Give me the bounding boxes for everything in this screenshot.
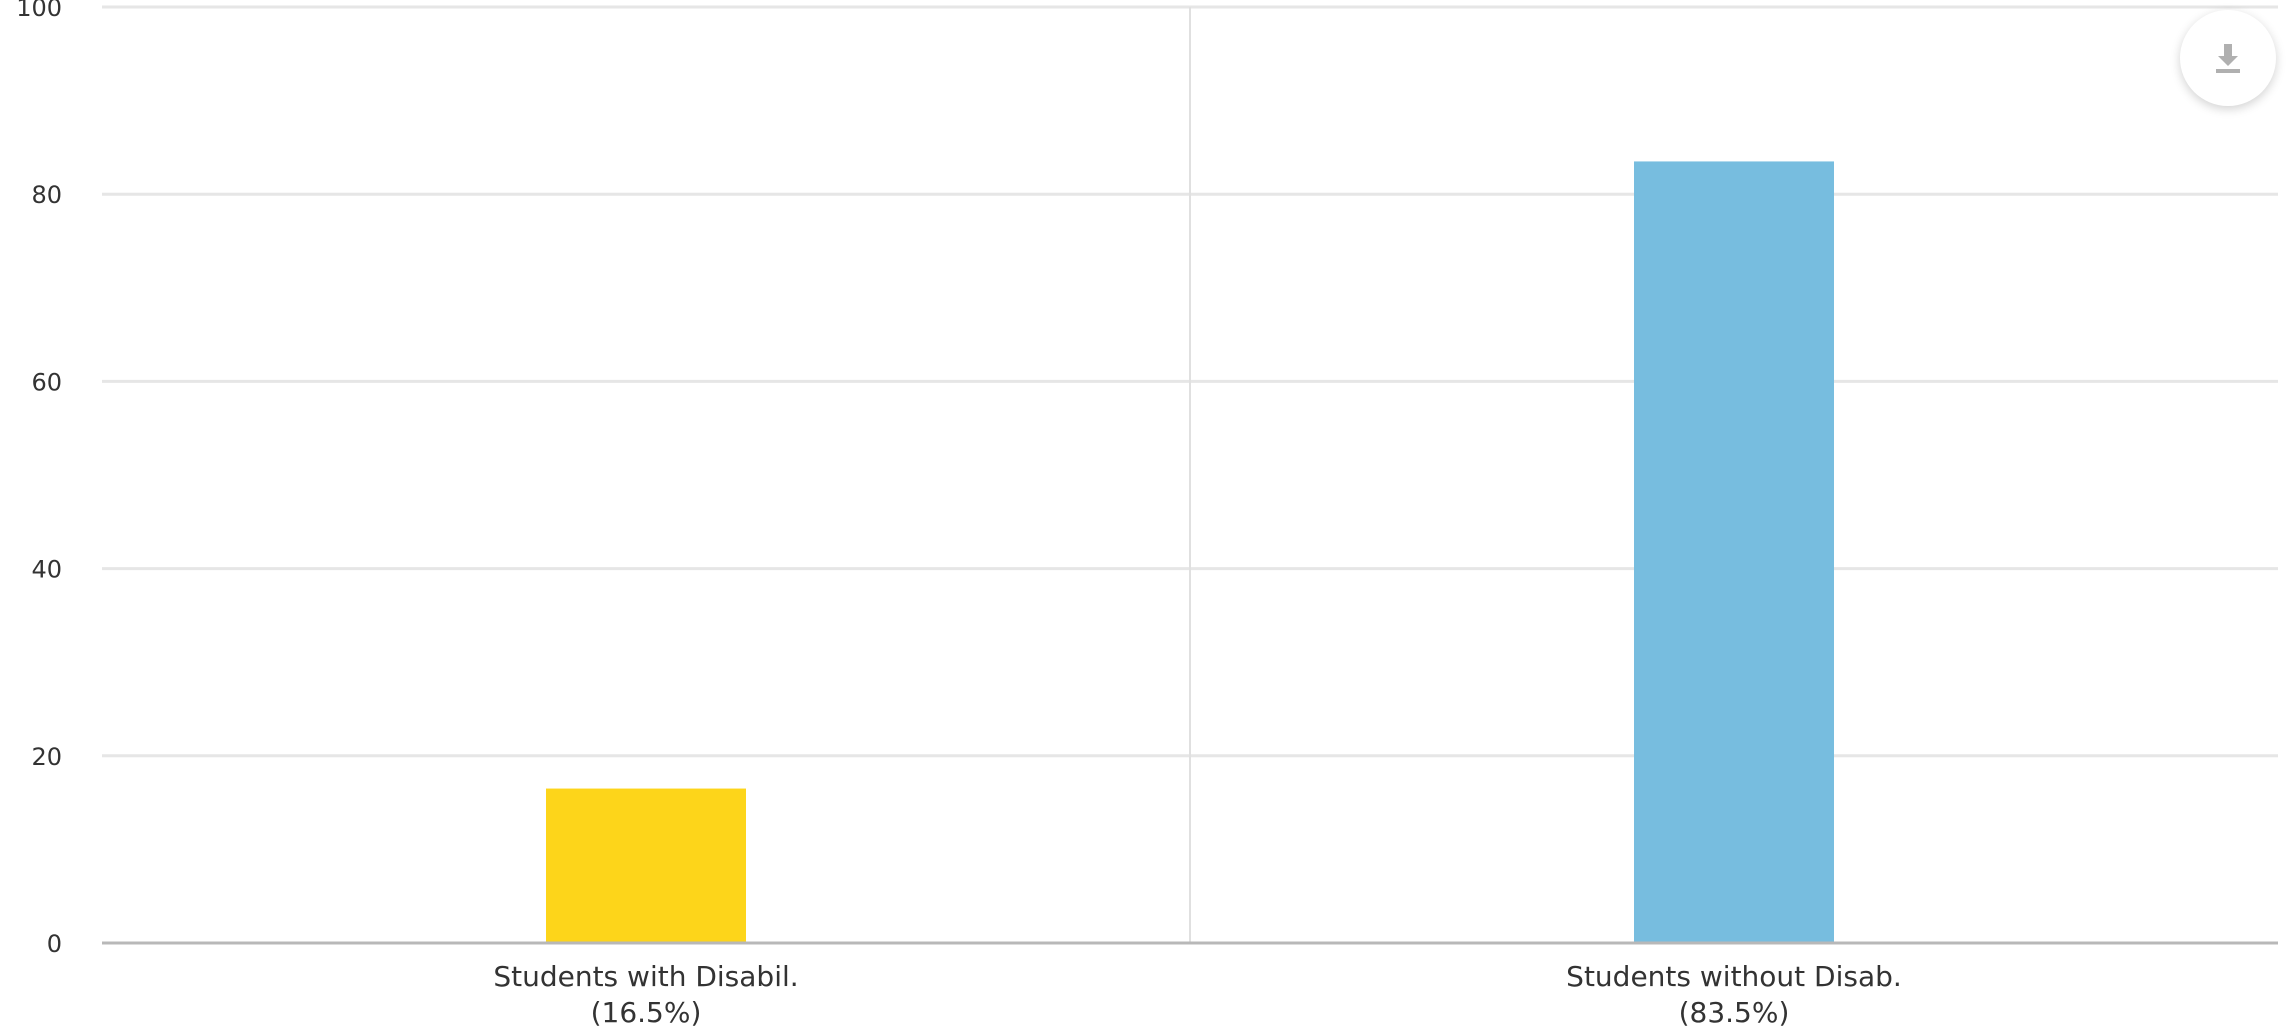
bar-layer [546, 161, 1834, 943]
label-layer: 0 20 40 60 80 100 Students with Disabil.(16.5%… [16, 0, 1902, 1029]
y-tick-label: 40 [31, 556, 62, 584]
download-button[interactable] [2180, 10, 2276, 106]
bar[interactable] [546, 788, 746, 943]
x-tick-label-percent: (83.5%) [1679, 996, 1790, 1029]
x-tick-label: Students with Disabil. [493, 960, 798, 993]
x-tick-label-percent: (16.5%) [591, 996, 702, 1029]
bar[interactable] [1634, 161, 1834, 943]
y-tick-label: 60 [31, 368, 62, 396]
y-tick-label: 20 [31, 743, 62, 771]
grid-layer [102, 5, 2278, 943]
y-tick-label: 0 [47, 930, 62, 958]
y-tick-label: 80 [31, 181, 62, 209]
x-tick-label: Students without Disab. [1566, 960, 1902, 993]
download-icon [2216, 44, 2240, 73]
y-tick-label: 100 [16, 0, 62, 22]
